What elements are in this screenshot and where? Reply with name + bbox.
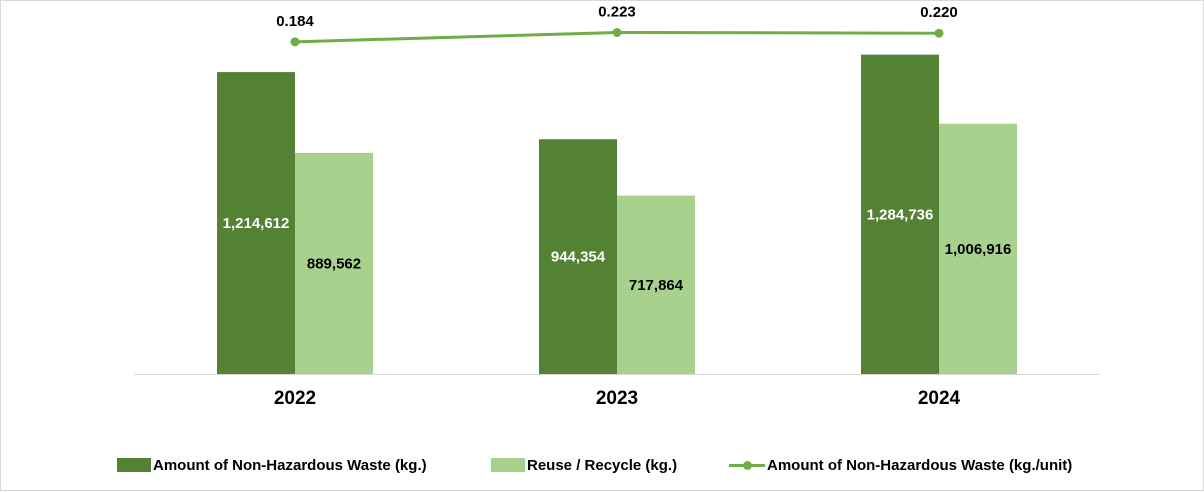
- legend-item-waste-per-unit: Amount of Non-Hazardous Waste (kg./unit): [729, 453, 1072, 477]
- bar-label-reuse-recycle-2023: 717,864: [629, 277, 684, 294]
- bar-label-reuse-recycle-2024: 1,006,916: [945, 241, 1012, 258]
- line-point-2024: [934, 28, 944, 38]
- legend-item-reuse-recycle: Reuse / Recycle (kg.): [491, 453, 677, 477]
- line-label-2024: 0.220: [920, 4, 958, 21]
- x-tick-label-2022: 2022: [274, 388, 316, 409]
- x-tick-label-2024: 2024: [918, 388, 961, 409]
- legend-swatch-waste-kg: [117, 458, 151, 472]
- legend-item-waste-kg: Amount of Non-Hazardous Waste (kg.): [117, 453, 427, 477]
- legend-label-waste-per-unit: Amount of Non-Hazardous Waste (kg./unit): [767, 456, 1073, 474]
- bar-waste-kg-2024: [861, 54, 939, 374]
- bar-waste-kg-2023: [539, 139, 617, 374]
- bar-label-reuse-recycle-2022: 889,562: [307, 255, 361, 272]
- bar-reuse-recycle-2022: [295, 152, 373, 374]
- bar-reuse-recycle-2023: [617, 195, 695, 374]
- bar-label-waste-kg-2024: 1,284,736: [867, 206, 934, 223]
- legend-label-waste-kg: Amount of Non-Hazardous Waste (kg.): [153, 456, 427, 474]
- bar-waste-kg-2022: [217, 72, 295, 375]
- line-label-2023: 0.223: [598, 3, 636, 20]
- line-label-2022: 0.184: [276, 13, 314, 30]
- legend-label-reuse-recycle: Reuse / Recycle (kg.): [527, 456, 678, 474]
- line-point-2022: [290, 37, 300, 47]
- legend-swatch-reuse-recycle: [491, 458, 525, 472]
- x-tick-label-2023: 2023: [596, 388, 638, 409]
- bar-label-waste-kg-2022: 1,214,612: [223, 215, 290, 232]
- line-point-2023: [612, 27, 622, 37]
- bar-label-waste-kg-2023: 944,354: [551, 249, 606, 266]
- legend: Amount of Non-Hazardous Waste (kg.) Reus…: [1, 453, 1204, 477]
- legend-swatch-waste-per-unit: [729, 458, 765, 472]
- bar-reuse-recycle-2024: [939, 123, 1017, 375]
